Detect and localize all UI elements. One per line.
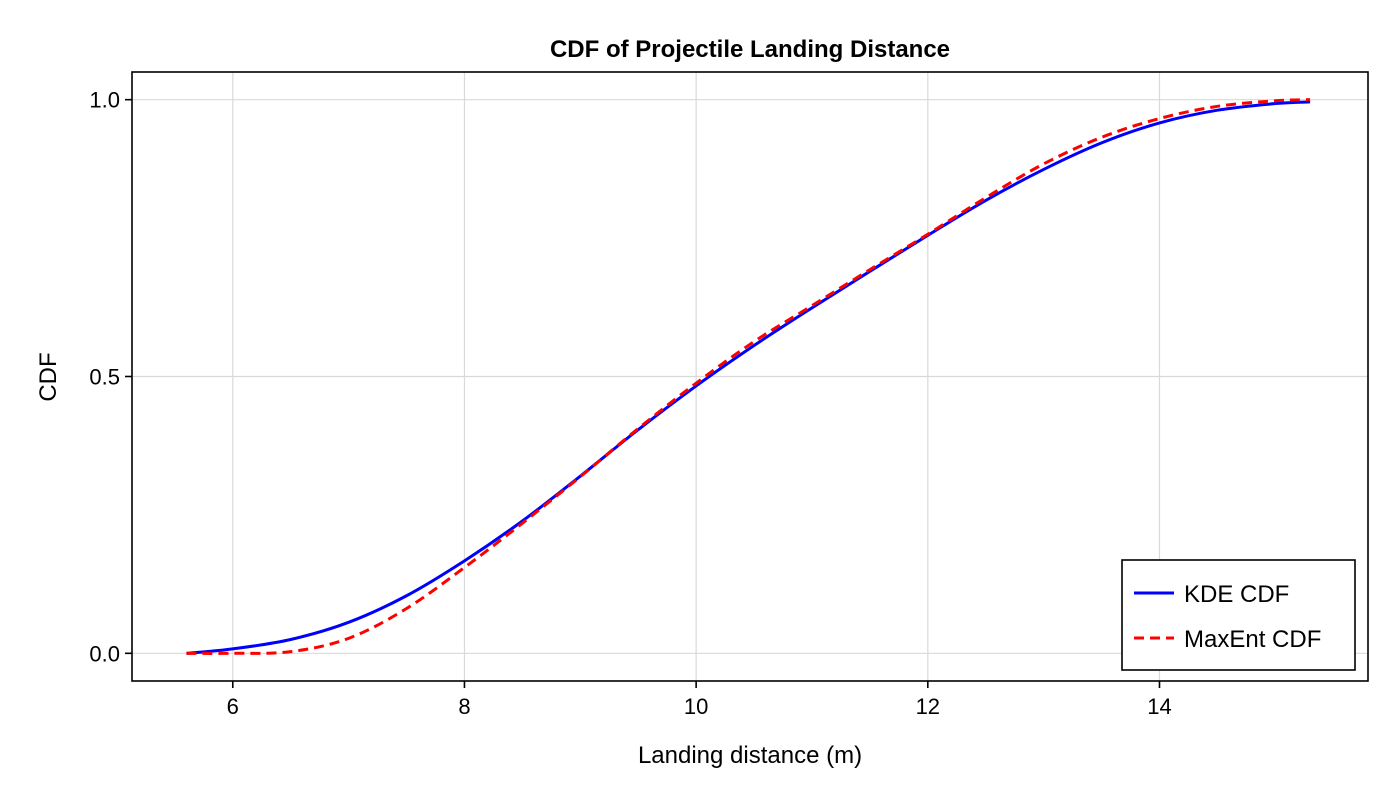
legend: KDE CDF MaxEnt CDF	[1121, 559, 1356, 671]
x-tick-label: 10	[684, 694, 708, 719]
x-tick-label: 14	[1147, 694, 1171, 719]
y-tick-label: 0.5	[89, 365, 120, 390]
legend-label-maxent: MaxEnt CDF	[1184, 626, 1321, 653]
plot-series	[186, 98, 1311, 655]
axis-ticks: 6 8 10 12 14 0.0 0.5 1.0	[89, 88, 1171, 719]
y-axis-label: CDF	[35, 352, 62, 401]
grid	[132, 72, 1368, 681]
y-tick-label: 1.0	[89, 88, 120, 113]
kde-cdf-line	[186, 100, 1311, 655]
x-tick-label: 6	[227, 694, 239, 719]
y-tick-label: 0.0	[89, 641, 120, 666]
x-tick-label: 12	[916, 694, 940, 719]
maxent-cdf-line	[186, 98, 1311, 655]
chart-title: CDF of Projectile Landing Distance	[550, 36, 950, 63]
x-axis-label: Landing distance (m)	[638, 742, 862, 769]
x-tick-label: 8	[458, 694, 470, 719]
legend-label-kde: KDE CDF	[1184, 581, 1289, 608]
legend-box	[1121, 559, 1356, 671]
